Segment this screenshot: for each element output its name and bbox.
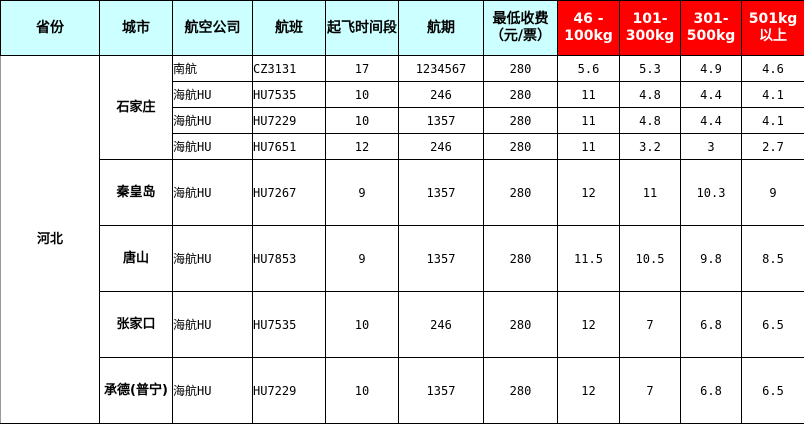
column-header: 航班 — [253, 1, 326, 56]
rate-46-100-cell: 12 — [558, 358, 620, 424]
min-fee-cell: 280 — [484, 82, 558, 108]
airline-cell: 南航 — [173, 56, 253, 82]
rate-101-300-cell: 5.3 — [620, 56, 681, 82]
rate-501-cell: 6.5 — [742, 292, 804, 358]
min-fee-cell: 280 — [484, 134, 558, 160]
city-cell: 唐山 — [100, 226, 173, 292]
rate-501-cell: 6.5 — [742, 358, 804, 424]
rate-301-500-cell: 10.3 — [681, 160, 742, 226]
rate-101-300-cell: 4.8 — [620, 82, 681, 108]
rate-46-100-cell: 12 — [558, 160, 620, 226]
column-header: 501kg以上 — [742, 1, 804, 56]
airline-cell: 海航HU — [173, 108, 253, 134]
min-fee-cell: 280 — [484, 358, 558, 424]
flight-cell: HU7267 — [253, 160, 326, 226]
city-cell: 秦皇岛 — [100, 160, 173, 226]
rate-501-cell: 2.7 — [742, 134, 804, 160]
rate-101-300-cell: 10.5 — [620, 226, 681, 292]
schedule-cell: 246 — [399, 82, 484, 108]
min-fee-cell: 280 — [484, 160, 558, 226]
min-fee-cell: 280 — [484, 292, 558, 358]
flight-cell: HU7535 — [253, 82, 326, 108]
column-header: 起飞时间段 — [326, 1, 399, 56]
rate-501-cell: 4.1 — [742, 108, 804, 134]
airline-cell: 海航HU — [173, 358, 253, 424]
departure-cell: 10 — [326, 108, 399, 134]
rate-301-500-cell: 4.9 — [681, 56, 742, 82]
column-header: 最低收费（元/票） — [484, 1, 558, 56]
schedule-cell: 1234567 — [399, 56, 484, 82]
flight-cell: HU7651 — [253, 134, 326, 160]
schedule-cell: 1357 — [399, 226, 484, 292]
city-cell: 承德(普宁) — [100, 358, 173, 424]
column-header: 省份 — [1, 1, 100, 56]
rate-101-300-cell: 11 — [620, 160, 681, 226]
city-cell: 张家口 — [100, 292, 173, 358]
schedule-cell: 246 — [399, 292, 484, 358]
rate-46-100-cell: 12 — [558, 292, 620, 358]
departure-cell: 12 — [326, 134, 399, 160]
rate-301-500-cell: 3 — [681, 134, 742, 160]
rate-46-100-cell: 5.6 — [558, 56, 620, 82]
flight-cell: HU7229 — [253, 358, 326, 424]
column-header: 301-500kg — [681, 1, 742, 56]
airline-cell: 海航HU — [173, 226, 253, 292]
rate-46-100-cell: 11 — [558, 82, 620, 108]
departure-cell: 10 — [326, 82, 399, 108]
min-fee-cell: 280 — [484, 226, 558, 292]
departure-cell: 10 — [326, 358, 399, 424]
column-header: 城市 — [100, 1, 173, 56]
airline-cell: 海航HU — [173, 134, 253, 160]
departure-cell: 17 — [326, 56, 399, 82]
rate-301-500-cell: 6.8 — [681, 292, 742, 358]
flight-cell: HU7229 — [253, 108, 326, 134]
min-fee-cell: 280 — [484, 56, 558, 82]
rate-301-500-cell: 6.8 — [681, 358, 742, 424]
schedule-cell: 1357 — [399, 108, 484, 134]
rate-46-100-cell: 11.5 — [558, 226, 620, 292]
airline-cell: 海航HU — [173, 82, 253, 108]
rate-501-cell: 4.1 — [742, 82, 804, 108]
rate-501-cell: 4.6 — [742, 56, 804, 82]
column-header: 航空公司 — [173, 1, 253, 56]
rate-46-100-cell: 11 — [558, 108, 620, 134]
schedule-cell: 1357 — [399, 358, 484, 424]
rate-101-300-cell: 3.2 — [620, 134, 681, 160]
departure-cell: 9 — [326, 160, 399, 226]
flight-cell: HU7535 — [253, 292, 326, 358]
flight-cell: CZ3131 — [253, 56, 326, 82]
column-header: 航期 — [399, 1, 484, 56]
column-header: 101-300kg — [620, 1, 681, 56]
rate-101-300-cell: 7 — [620, 358, 681, 424]
rate-301-500-cell: 4.4 — [681, 108, 742, 134]
rate-46-100-cell: 11 — [558, 134, 620, 160]
flight-cell: HU7853 — [253, 226, 326, 292]
city-cell: 石家庄 — [100, 56, 173, 160]
rate-501-cell: 9 — [742, 160, 804, 226]
airline-cell: 海航HU — [173, 292, 253, 358]
rate-101-300-cell: 4.8 — [620, 108, 681, 134]
column-header: 46 - 100kg — [558, 1, 620, 56]
airline-cell: 海航HU — [173, 160, 253, 226]
rate-501-cell: 8.5 — [742, 226, 804, 292]
rate-301-500-cell: 4.4 — [681, 82, 742, 108]
province-cell: 河北 — [1, 56, 100, 424]
rate-301-500-cell: 9.8 — [681, 226, 742, 292]
departure-cell: 9 — [326, 226, 399, 292]
schedule-cell: 246 — [399, 134, 484, 160]
rate-101-300-cell: 7 — [620, 292, 681, 358]
min-fee-cell: 280 — [484, 108, 558, 134]
departure-cell: 10 — [326, 292, 399, 358]
schedule-cell: 1357 — [399, 160, 484, 226]
